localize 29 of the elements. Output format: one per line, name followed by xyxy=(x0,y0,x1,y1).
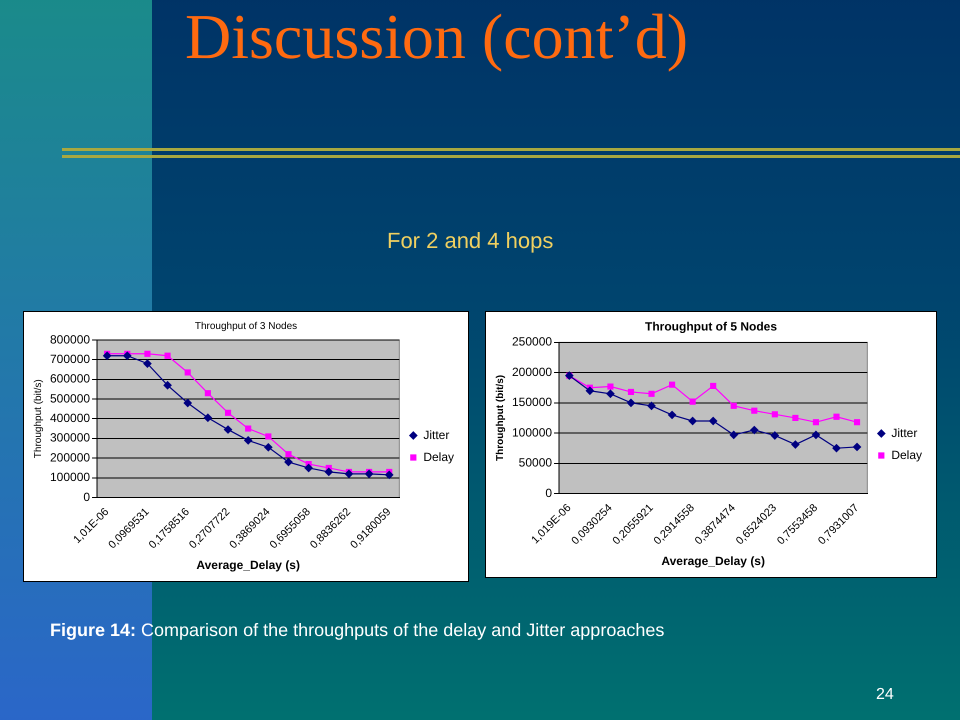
legend-label: Jitter xyxy=(423,428,450,442)
y-axis-title: Throughput (bit/s) xyxy=(32,379,44,458)
y-tick-label: 200000 xyxy=(50,450,90,464)
y-tick-label: 0 xyxy=(83,490,90,504)
y-tick-label: 50000 xyxy=(518,456,552,470)
y-tick-label: 500000 xyxy=(50,391,90,406)
y-tick-label: 100000 xyxy=(50,470,90,484)
y-tick-label: 100000 xyxy=(512,425,552,440)
caption: Figure 14: Comparison of the throughputs of the delay and Jitter approaches xyxy=(50,620,664,641)
text: For 2 and 4 hops xyxy=(387,228,554,254)
y-tick-label: 250000 xyxy=(512,334,552,349)
y-tick-label: 300000 xyxy=(50,430,90,445)
y-tick-label: 200000 xyxy=(512,364,552,379)
text: Discussion (cont’d) xyxy=(185,0,688,74)
x-axis-title: Average_Delay (s) xyxy=(196,558,300,572)
chart-title: Throughput of 5 Nodes xyxy=(645,320,778,334)
y-tick-label: 400000 xyxy=(50,411,90,426)
x-axis-title: Average_Delay (s) xyxy=(661,554,765,568)
y-tick-label: 700000 xyxy=(50,352,90,366)
y-tick-label: 150000 xyxy=(512,395,552,410)
chart-title: Throughput of 3 Nodes xyxy=(194,320,298,332)
legend-label: Delay xyxy=(891,448,922,462)
text: 24 xyxy=(876,686,894,704)
y-tick-label: 0 xyxy=(545,486,552,500)
y-tick-label: 800000 xyxy=(50,332,90,346)
y-tick-label: 600000 xyxy=(50,372,90,386)
legend-label: Delay xyxy=(423,450,454,464)
legend-label: Jitter xyxy=(891,426,918,440)
y-axis-title: Throughput (bit/s) xyxy=(494,374,506,461)
